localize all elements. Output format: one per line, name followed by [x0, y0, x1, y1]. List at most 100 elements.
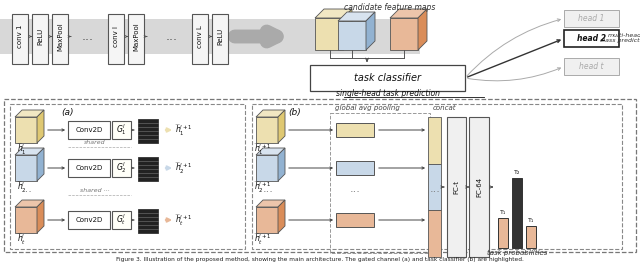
Bar: [4, 99, 636, 252]
Text: Figure 3. Illustration of the proposed method, showing the main architecture. Th: Figure 3. Illustration of the proposed m…: [116, 257, 524, 262]
Bar: [128, 14, 144, 64]
Bar: [138, 209, 158, 233]
Polygon shape: [15, 200, 44, 207]
Polygon shape: [15, 117, 37, 143]
Bar: [112, 121, 131, 139]
Bar: [498, 218, 508, 248]
Polygon shape: [278, 200, 285, 233]
Text: ReLU: ReLU: [37, 28, 43, 45]
Text: shared: shared: [84, 140, 106, 145]
Polygon shape: [343, 9, 352, 50]
Text: conv L: conv L: [197, 25, 203, 48]
Text: ...: ...: [166, 30, 178, 43]
Polygon shape: [15, 207, 37, 233]
Text: shared ···: shared ···: [80, 189, 110, 194]
Bar: [138, 157, 158, 181]
Polygon shape: [256, 207, 278, 233]
Text: ReLU: ReLU: [217, 28, 223, 45]
Polygon shape: [37, 200, 44, 233]
Text: (b): (b): [289, 109, 301, 118]
Text: $G_1^l$: $G_1^l$: [116, 123, 126, 138]
Polygon shape: [366, 12, 375, 50]
Text: conv 1: conv 1: [17, 25, 23, 48]
Bar: [212, 14, 228, 64]
Bar: [336, 213, 374, 227]
Text: $\widehat{h}_2^{l+1}$: $\widehat{h}_2^{l+1}$: [254, 179, 272, 195]
Text: Conv2D: Conv2D: [76, 127, 102, 133]
Bar: [12, 14, 28, 64]
Text: single-head task prediction: single-head task prediction: [336, 89, 440, 99]
Text: T₁: T₁: [500, 210, 506, 215]
Bar: [512, 178, 522, 248]
Text: candidate feature maps: candidate feature maps: [344, 3, 436, 13]
Bar: [108, 14, 124, 64]
Text: Conv2D: Conv2D: [76, 217, 102, 223]
Polygon shape: [256, 200, 285, 207]
Text: $\widehat{h}_1^{l+1}$: $\widehat{h}_1^{l+1}$: [254, 141, 272, 157]
Bar: [138, 119, 158, 143]
Polygon shape: [315, 18, 343, 50]
Bar: [252, 104, 622, 249]
Text: $\widehat{h}_1^l$: $\widehat{h}_1^l$: [17, 141, 27, 157]
Text: ···: ···: [22, 187, 33, 197]
Polygon shape: [37, 110, 44, 143]
Polygon shape: [278, 148, 285, 181]
Text: task classifier: task classifier: [354, 73, 421, 83]
Polygon shape: [390, 9, 427, 18]
Text: $\widehat{h}_t^{l+1}$: $\widehat{h}_t^{l+1}$: [254, 231, 272, 247]
Text: task probabilities: task probabilities: [487, 250, 547, 256]
Bar: [68, 159, 110, 177]
Text: head t: head t: [579, 62, 604, 71]
Text: ···: ···: [262, 187, 273, 197]
Bar: [112, 159, 131, 177]
Bar: [192, 14, 208, 64]
Polygon shape: [15, 155, 37, 181]
Text: $\widehat{h}_t^{l+1}$: $\widehat{h}_t^{l+1}$: [175, 212, 193, 228]
Text: MaxPool: MaxPool: [133, 22, 139, 51]
Text: MaxPool: MaxPool: [57, 22, 63, 51]
Text: conv l: conv l: [113, 26, 119, 47]
Bar: [68, 121, 110, 139]
Polygon shape: [256, 110, 285, 117]
Polygon shape: [37, 148, 44, 181]
Bar: [336, 161, 374, 175]
Text: ...: ...: [82, 30, 94, 43]
Polygon shape: [418, 9, 427, 50]
Polygon shape: [256, 117, 278, 143]
Text: T₂: T₂: [514, 170, 520, 175]
Bar: [428, 164, 441, 210]
Bar: [428, 210, 441, 257]
Text: $G_2^l$: $G_2^l$: [116, 160, 126, 175]
Text: T₁: T₁: [528, 218, 534, 223]
Text: head 1: head 1: [579, 14, 605, 23]
Bar: [32, 14, 48, 64]
Bar: [469, 117, 489, 257]
Text: concat: concat: [432, 105, 456, 111]
Polygon shape: [15, 148, 44, 155]
Text: $\widehat{h}_1^{l+1}$: $\widehat{h}_1^{l+1}$: [175, 122, 193, 138]
Polygon shape: [315, 9, 352, 18]
Text: ···: ···: [429, 187, 440, 197]
Polygon shape: [256, 148, 285, 155]
Polygon shape: [256, 155, 278, 181]
Bar: [68, 211, 110, 229]
Text: $G_t^l$: $G_t^l$: [116, 213, 126, 227]
Polygon shape: [15, 110, 44, 117]
Bar: [336, 123, 374, 137]
Bar: [564, 30, 619, 47]
Text: global avg pooling: global avg pooling: [335, 105, 399, 111]
Text: (a): (a): [61, 109, 74, 118]
Bar: [10, 104, 245, 249]
Text: head 2: head 2: [577, 34, 606, 43]
Bar: [330, 113, 430, 253]
Text: $\widehat{h}_t^l$: $\widehat{h}_t^l$: [17, 231, 27, 247]
Bar: [564, 58, 619, 75]
Bar: [310, 65, 465, 91]
Text: FC-64: FC-64: [476, 177, 482, 197]
Bar: [428, 117, 441, 164]
Bar: [447, 117, 466, 257]
Text: FC-t: FC-t: [454, 180, 460, 194]
Bar: [52, 14, 68, 64]
Text: Conv2D: Conv2D: [76, 165, 102, 171]
Text: $\widehat{h}_2^l$: $\widehat{h}_2^l$: [17, 179, 27, 195]
